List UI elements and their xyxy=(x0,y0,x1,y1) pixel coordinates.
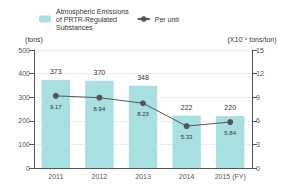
svg-text:2012: 2012 xyxy=(92,173,108,180)
svg-text:222: 222 xyxy=(181,104,193,111)
svg-text:8.94: 8.94 xyxy=(94,106,106,112)
svg-text:370: 370 xyxy=(94,69,106,76)
svg-text:Substances: Substances xyxy=(56,24,93,31)
svg-text:Per unit: Per unit xyxy=(155,16,179,23)
svg-text:0: 0 xyxy=(256,165,260,172)
svg-text:9: 9 xyxy=(256,94,260,101)
svg-text:400: 400 xyxy=(18,70,30,77)
svg-text:15: 15 xyxy=(256,47,264,54)
svg-text:(tons): (tons) xyxy=(25,36,43,44)
svg-text:500: 500 xyxy=(18,47,30,54)
svg-text:(X10⁻⁴ tons/ton): (X10⁻⁴ tons/ton) xyxy=(228,36,277,44)
svg-text:2013: 2013 xyxy=(135,173,151,180)
svg-text:5.84: 5.84 xyxy=(224,130,236,136)
svg-text:373: 373 xyxy=(50,68,62,75)
svg-text:Atmospheric Emissions: Atmospheric Emissions xyxy=(56,8,129,16)
svg-text:8.23: 8.23 xyxy=(137,111,149,117)
svg-text:6: 6 xyxy=(256,117,260,124)
svg-text:12: 12 xyxy=(256,70,264,77)
svg-text:200: 200 xyxy=(18,117,30,124)
svg-text:220: 220 xyxy=(224,104,236,111)
svg-text:2015 (FY): 2015 (FY) xyxy=(215,173,246,181)
svg-text:348: 348 xyxy=(137,74,149,81)
svg-text:0: 0 xyxy=(26,165,30,172)
svg-text:300: 300 xyxy=(18,94,30,101)
svg-text:of PRTR-Regulated: of PRTR-Regulated xyxy=(56,16,117,24)
svg-text:5.33: 5.33 xyxy=(181,134,193,140)
svg-text:9.17: 9.17 xyxy=(50,104,62,110)
svg-text:2014: 2014 xyxy=(179,173,195,180)
svg-text:2011: 2011 xyxy=(48,173,63,180)
svg-text:100: 100 xyxy=(18,141,30,148)
svg-text:3: 3 xyxy=(256,141,260,148)
